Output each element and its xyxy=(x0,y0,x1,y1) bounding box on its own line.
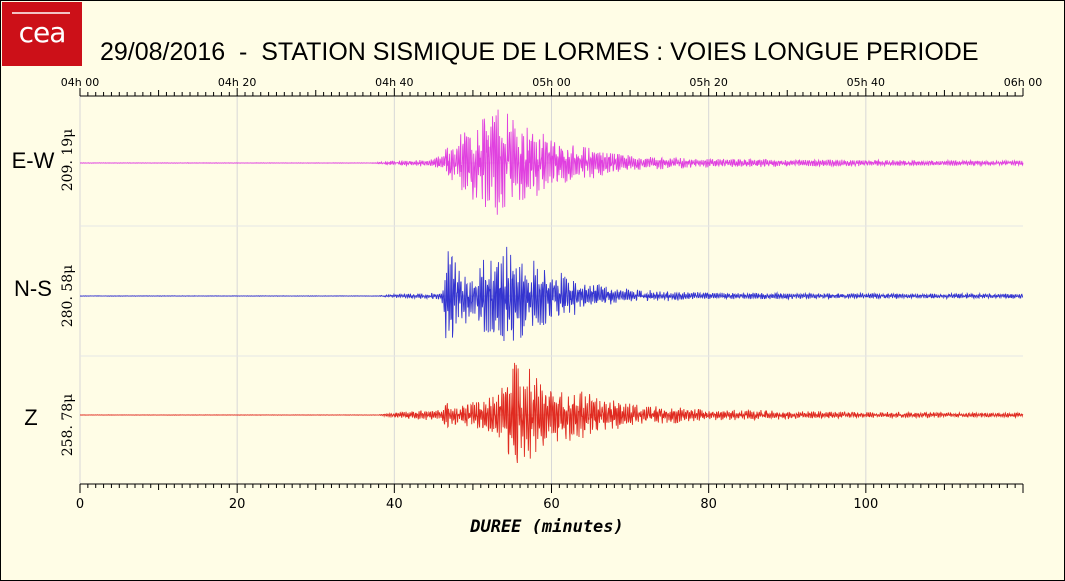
top-axis-tick-label: 04h 40 xyxy=(375,76,413,89)
top-axis-tick-label: 05h 00 xyxy=(532,76,570,89)
channel-name: E-W xyxy=(12,148,55,173)
x-tick-label: 80 xyxy=(700,497,717,512)
x-tick-label: 60 xyxy=(543,497,560,512)
channel-scale-label: 280. 58μ xyxy=(60,265,76,328)
chart-title: 29/08/2016 - STATION SISMIQUE DE LORMES … xyxy=(100,38,979,66)
channel-name: Z xyxy=(24,405,37,430)
channel-scale-label: 258. 78μ xyxy=(60,394,76,457)
x-tick-label: 20 xyxy=(229,497,246,512)
x-tick-label: 100 xyxy=(853,497,878,512)
top-axis-tick-label: 06h 00 xyxy=(1004,76,1042,89)
logo-wordmark: cea xyxy=(18,16,67,49)
top-axis-tick-label: 04h 20 xyxy=(218,76,256,89)
logo-tagline xyxy=(12,12,70,14)
channel-trace-e-w xyxy=(79,109,1024,215)
x-tick-label: 0 xyxy=(76,497,84,512)
channel-trace-z xyxy=(79,362,1024,464)
x-tick-label: 40 xyxy=(386,497,403,512)
channel-name: N-S xyxy=(14,276,52,301)
top-axis-tick-label: 05h 20 xyxy=(689,76,727,89)
top-axis-tick-label: 05h 40 xyxy=(847,76,885,89)
channel-scale-label: 209. 19μ xyxy=(60,129,76,192)
top-axis-tick-label: 04h 00 xyxy=(61,76,99,89)
x-axis-label: DUREE (minutes) xyxy=(469,517,624,537)
cea-logo: cea xyxy=(2,2,82,66)
channel-trace-n-s xyxy=(79,246,1024,342)
